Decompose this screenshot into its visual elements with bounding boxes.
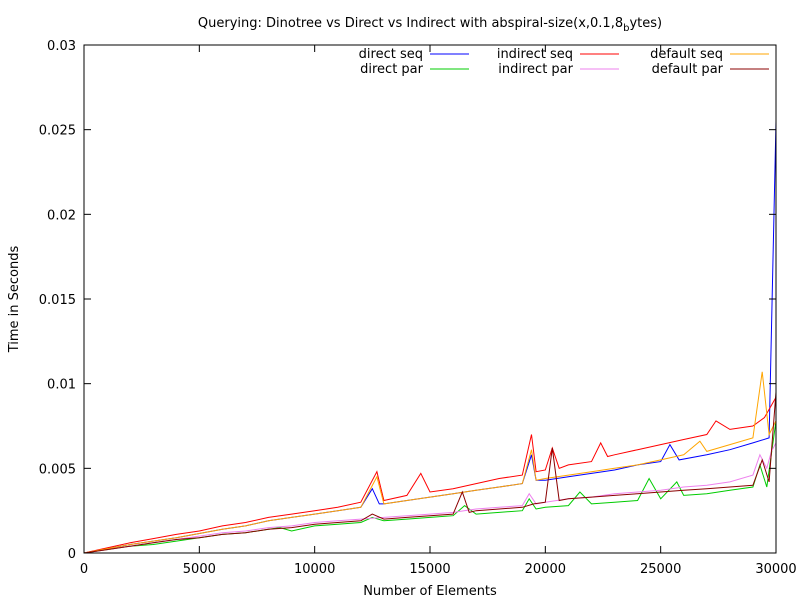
x-tick-label: 10000 — [294, 562, 335, 577]
legend-label: default par — [652, 62, 724, 77]
legend-label: default seq — [650, 47, 723, 62]
x-tick-label: 0 — [80, 562, 88, 577]
legend-label: indirect par — [498, 62, 573, 77]
legend-label: indirect seq — [497, 47, 573, 62]
y-tick-label: 0.005 — [39, 462, 76, 477]
x-tick-label: 25000 — [640, 562, 681, 577]
x-tick-label: 30000 — [755, 562, 796, 577]
y-tick-label: 0.025 — [39, 124, 76, 139]
series-line-indirect-par — [83, 442, 777, 554]
y-tick-label: 0.01 — [47, 378, 76, 393]
legend-label: direct par — [360, 62, 424, 77]
legend-label: direct seq — [359, 47, 423, 62]
plot-frame — [83, 44, 777, 554]
ticks-layer: 0 5000 10000 15000 20000 25000 30000 0 0.005 0.01… — [39, 39, 797, 577]
series-line-indirect-seq — [83, 396, 777, 554]
y-axis-label: Time in Seconds — [7, 246, 22, 354]
series-line-default-par — [83, 392, 777, 554]
y-tick-label: 0.015 — [39, 293, 76, 308]
title-subscript: b — [623, 23, 629, 34]
chart-title: Querying: Dinotree vs Direct vs Indirect… — [198, 16, 662, 34]
series-line-default-seq — [83, 371, 777, 554]
series-layer — [83, 121, 777, 554]
x-tick-label: 20000 — [525, 562, 566, 577]
y-tick-label: 0.03 — [47, 39, 76, 54]
y-tick-label: 0 — [68, 547, 76, 562]
x-tick-label: 5000 — [183, 562, 216, 577]
title-tail: ytes) — [629, 16, 662, 31]
x-tick-label: 15000 — [409, 562, 450, 577]
x-axis-label: Number of Elements — [363, 584, 497, 599]
title-main: Querying: Dinotree vs Direct vs Indirect… — [198, 16, 623, 31]
y-tick-label: 0.02 — [47, 208, 76, 223]
